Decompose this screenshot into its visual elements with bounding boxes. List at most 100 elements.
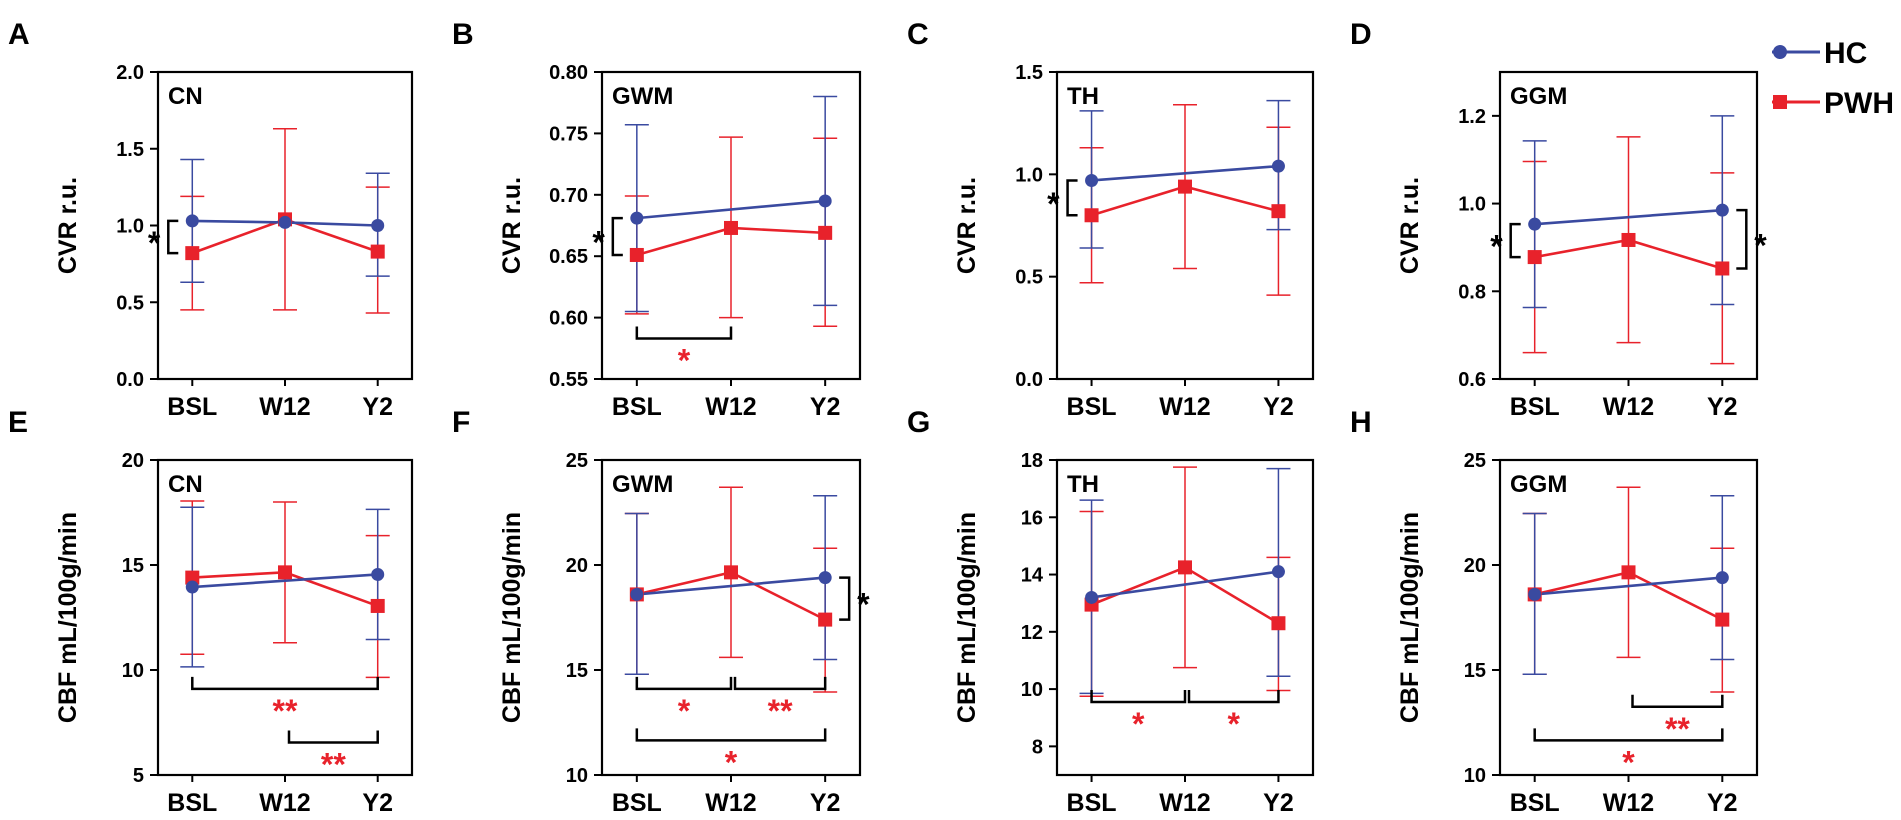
data-point-pwh-w12 (1621, 565, 1636, 580)
region-label: GGM (1510, 471, 1567, 498)
data-point-pwh-w12 (1178, 179, 1192, 194)
significance-star: ** (768, 693, 793, 729)
y-tick-label: 1.0 (116, 216, 144, 238)
panel-letter-h: H (1350, 406, 1372, 439)
comparison-bracket (733, 676, 827, 691)
data-point-pwh-bsl (1527, 250, 1542, 265)
y-tick-label: 18 (1021, 450, 1043, 472)
y-tick-label: 10 (122, 660, 144, 682)
significance-bracket (1066, 179, 1078, 217)
panel-g: G TH 8 10 12 14 16 18 BSL W12 Y2 CBF mL/100g/min * * (907, 406, 1315, 817)
data-point-hc-y2 (1715, 571, 1729, 585)
data-point-hc-bsl (1528, 587, 1542, 601)
data-point-pwh-y2 (818, 612, 833, 627)
x-tick-label-bsl: BSL (612, 393, 662, 421)
data-point-hc-y2 (371, 219, 385, 232)
data-point-pwh-y2 (1715, 261, 1730, 276)
x-tick-label-w12: W12 (705, 393, 756, 421)
region-label: TH (1067, 83, 1099, 110)
y-tick-label: 10 (566, 765, 588, 787)
panel-c: C TH 0.0 0.5 1.0 1.5 BSL W12 Y2 CVR r.u. * (907, 18, 1315, 421)
series-line-hc (1091, 164, 1279, 182)
x-tick-label-bsl: BSL (612, 789, 662, 817)
x-tick-label-w12: W12 (259, 789, 310, 817)
y-axis-label: CBF mL/100g/min (498, 512, 526, 723)
legend-item-hc: HC (1772, 37, 1867, 70)
data-point-pwh-w12 (724, 565, 738, 580)
comparison-bracket (287, 730, 379, 744)
series-line-hc (1534, 576, 1723, 596)
significance-star: * (1132, 706, 1145, 742)
y-tick-label: 5 (133, 765, 144, 787)
legend-label: HC (1824, 37, 1867, 70)
data-point-pwh-y2 (1715, 612, 1730, 627)
data-point-hc-y2 (818, 194, 832, 208)
data-point-pwh-bsl (1084, 208, 1099, 223)
panel-e: E CN 5 10 15 20 BSL W12 Y2 CBF mL/100g/min ** ** (8, 406, 414, 817)
y-axis-label: CBF mL/100g/min (953, 512, 981, 723)
panel-letter-d: D (1350, 18, 1372, 51)
y-tick-label: 25 (566, 450, 588, 472)
x-tick-label-bsl: BSL (167, 393, 217, 421)
x-tick-label-w12: W12 (705, 789, 756, 817)
significance-bracket (1509, 222, 1521, 259)
data-point-hc-bsl (1085, 173, 1099, 187)
x-tick-label-w12: W12 (1159, 789, 1210, 817)
significance-bracket (167, 219, 179, 255)
data-point-hc-y2 (818, 571, 832, 585)
region-label: CN (168, 83, 203, 110)
x-tick-label-bsl: BSL (1510, 789, 1560, 817)
region-label: GWM (612, 471, 673, 498)
data-point-pwh-bsl (185, 570, 200, 585)
y-tick-label: 0.65 (549, 246, 588, 268)
data-point-pwh-w12 (1621, 232, 1636, 247)
x-tick-label-y2: Y2 (810, 789, 841, 817)
y-axis-label: CVR r.u. (1396, 177, 1424, 274)
significance-star: * (148, 225, 161, 261)
panel-letter-a: A (8, 18, 30, 51)
data-point-pwh-y2 (818, 225, 833, 240)
data-point-hc-y2 (1715, 203, 1729, 217)
x-tick-label-y2: Y2 (1263, 393, 1294, 421)
y-axis-label: CBF mL/100g/min (1396, 512, 1424, 723)
data-point-pwh-w12 (278, 565, 292, 580)
significance-star: * (1047, 186, 1060, 222)
comparison-bracket (1533, 728, 1724, 742)
significance-star: * (725, 744, 738, 780)
y-tick-label: 0.75 (549, 123, 588, 145)
data-point-pwh-bsl (629, 247, 644, 262)
significance-star: * (1227, 706, 1240, 742)
y-tick-label: 1.2 (1458, 106, 1486, 128)
data-point-hc-bsl (630, 211, 644, 225)
significance-star: * (678, 342, 691, 378)
y-tick-label: 25 (1464, 450, 1486, 472)
significance-star: ** (321, 746, 346, 782)
y-tick-label: 20 (1464, 555, 1486, 577)
panel-letter-e: E (8, 406, 28, 439)
panel-letter-b: B (452, 18, 474, 51)
x-tick-label-bsl: BSL (1067, 789, 1117, 817)
y-tick-label: 12 (1021, 622, 1043, 644)
comparison-bracket (635, 676, 733, 691)
legend: HC PWH (1772, 37, 1894, 120)
x-tick-label-bsl: BSL (1510, 393, 1560, 421)
x-tick-label-y2: Y2 (810, 393, 841, 421)
legend-marker-circle (1773, 45, 1787, 59)
legend-label: PWH (1824, 87, 1894, 120)
data-point-hc-bsl (1085, 590, 1099, 604)
x-tick-label-y2: Y2 (1707, 789, 1738, 817)
data-point-hc-y2 (371, 567, 385, 581)
comparison-bracket (1090, 689, 1187, 704)
data-point-hc-bsl (185, 214, 199, 228)
series-line-hc (1091, 570, 1279, 599)
comparison-bracket (1631, 694, 1724, 708)
y-tick-label: 20 (122, 450, 144, 472)
y-tick-label: 0.55 (549, 369, 588, 391)
comparison-bracket (635, 326, 733, 340)
y-tick-label: 0.5 (1015, 267, 1043, 289)
significance-bracket (1736, 208, 1748, 270)
y-tick-label: 1.5 (116, 139, 144, 161)
y-tick-label: 15 (122, 555, 144, 577)
panel-a: A CN 0.0 0.5 1.0 1.5 2.0 BSL W12 Y2 CVR r.u. * (8, 18, 414, 421)
